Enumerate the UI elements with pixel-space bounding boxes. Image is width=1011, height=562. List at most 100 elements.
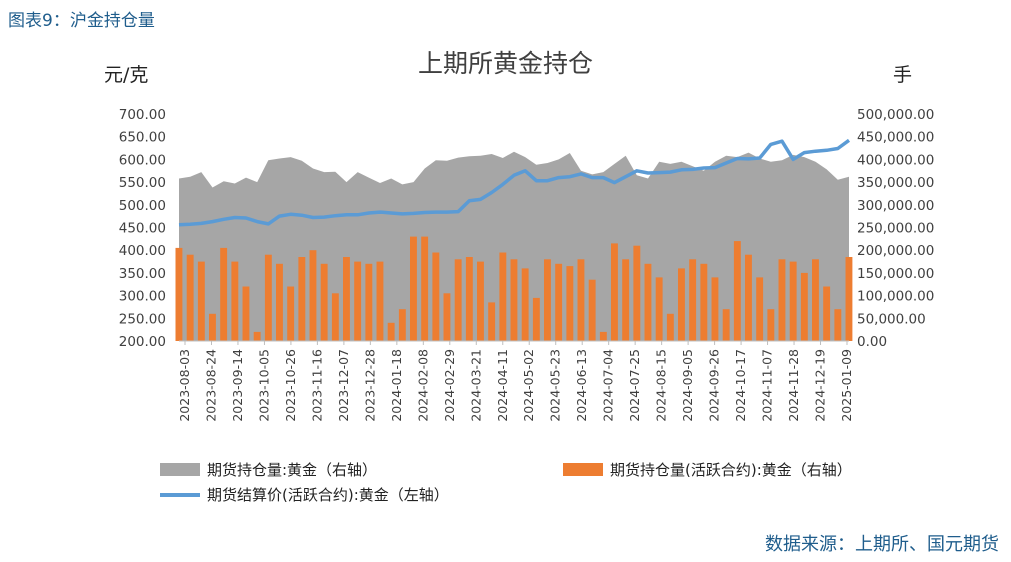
bar-active-contract — [443, 293, 451, 341]
bar-active-contract — [767, 309, 775, 341]
x-tick-label: 2023-09-14 — [230, 349, 245, 422]
bar-active-contract — [700, 263, 708, 341]
x-tick-label: 2023-12-28 — [362, 349, 377, 422]
x-tick-label: 2024-06-13 — [574, 349, 589, 422]
x-tick-label: 2024-11-07 — [760, 349, 775, 422]
left-tick-label: 650.00 — [119, 130, 166, 146]
left-tick-label: 350.00 — [119, 266, 166, 282]
bar-active-contract — [756, 277, 764, 341]
right-tick-label: 50,000.00 — [857, 311, 926, 327]
bar-active-contract — [343, 257, 350, 341]
x-tick-label: 2025-01-09 — [839, 349, 854, 422]
bar-active-contract — [421, 236, 429, 341]
bar-active-contract — [276, 263, 283, 341]
x-tick-label: 2024-02-29 — [442, 349, 457, 422]
bar-active-contract — [410, 236, 417, 341]
bar-active-contract — [398, 309, 406, 341]
bar-active-contract — [331, 293, 339, 341]
left-axis-unit: 元/克 — [104, 64, 149, 86]
bar-active-contract — [577, 259, 585, 341]
bar-active-contract — [264, 254, 272, 341]
bar-active-contract — [678, 268, 685, 341]
x-tick-label: 2023-11-16 — [309, 349, 324, 422]
bar-active-contract — [477, 261, 484, 341]
right-axis-unit: 手 — [893, 64, 913, 86]
left-tick-label: 600.00 — [119, 152, 166, 168]
bar-active-contract — [209, 313, 216, 341]
right-tick-label: 500,000.00 — [857, 107, 934, 123]
bar-active-contract — [488, 302, 496, 341]
bar-active-contract — [789, 261, 797, 341]
bar-active-contract — [745, 254, 752, 341]
right-tick-label: 250,000.00 — [857, 221, 934, 237]
bar-active-contract — [599, 331, 607, 341]
right-tick-label: 150,000.00 — [857, 266, 934, 282]
bar-active-contract — [655, 277, 663, 341]
x-tick-label: 2024-10-17 — [733, 349, 748, 422]
plot-area — [175, 138, 853, 342]
x-tick-label: 2024-01-18 — [389, 349, 404, 422]
right-tick-label: 400,000.00 — [857, 152, 934, 168]
x-axis: 2023-08-03 2023-08-24 2023-09-14 2023-10-05… — [177, 341, 854, 422]
x-tick-label: 2024-08-15 — [654, 349, 669, 422]
bar-active-contract — [722, 309, 730, 341]
bar-active-contract — [454, 259, 462, 341]
left-tick-label: 250.00 — [119, 311, 166, 327]
bar-active-contract — [711, 277, 719, 341]
bar-active-contract — [778, 259, 786, 341]
x-tick-label: 2024-09-05 — [680, 349, 695, 422]
left-axis: 700.00 650.00 600.00 550.00 500.00 450.00 400.… — [119, 107, 166, 350]
bar-active-contract — [432, 252, 440, 341]
bar-active-contract — [253, 331, 261, 341]
bar-active-contract — [510, 259, 518, 341]
right-axis: 500,000.00 450,000.00 400,000.00 350,000.00… — [857, 107, 934, 350]
bar-active-contract — [231, 261, 239, 341]
left-tick-label: 700.00 — [119, 107, 166, 123]
bar-active-contract — [644, 263, 652, 341]
right-tick-label: 350,000.00 — [857, 175, 934, 191]
legend-label: 期货结算价(活跃合约):黄金（左轴） — [207, 486, 449, 504]
x-tick-label: 2024-05-23 — [548, 349, 563, 422]
x-tick-label: 2023-12-07 — [336, 349, 351, 422]
bar-active-contract — [197, 261, 205, 341]
bar-active-contract — [555, 263, 563, 341]
legend-swatch-area — [160, 463, 200, 476]
x-tick-label: 2023-10-26 — [283, 349, 298, 422]
bar-active-contract — [666, 313, 674, 341]
bar-active-contract — [376, 261, 384, 341]
bar-active-contract — [309, 250, 317, 341]
x-tick-label: 2024-02-08 — [415, 349, 430, 422]
left-tick-label: 300.00 — [119, 289, 166, 305]
bar-active-contract — [365, 263, 373, 341]
legend-label: 期货持仓量(活跃合约):黄金（右轴） — [610, 461, 852, 479]
left-tick-label: 450.00 — [119, 221, 166, 237]
right-tick-label: 300,000.00 — [857, 198, 934, 214]
bar-active-contract — [845, 257, 853, 341]
x-tick-label: 2024-04-11 — [495, 349, 510, 422]
x-tick-label: 2024-09-26 — [707, 349, 722, 422]
right-tick-label: 450,000.00 — [857, 130, 934, 146]
bar-active-contract — [521, 268, 529, 341]
bar-active-contract — [465, 257, 473, 341]
bar-active-contract — [633, 245, 641, 341]
bar-active-contract — [689, 259, 697, 341]
right-tick-label: 100,000.00 — [857, 289, 934, 305]
bar-active-contract — [532, 297, 540, 341]
bar-active-contract — [320, 263, 328, 341]
bar-active-contract — [354, 261, 362, 341]
left-tick-label: 200.00 — [119, 334, 166, 350]
right-tick-label: 200,000.00 — [857, 243, 934, 259]
line-settlement-price — [178, 138, 851, 227]
legend-swatch-bar — [563, 463, 603, 476]
left-tick-label: 500.00 — [119, 198, 166, 214]
x-tick-label: 2023-08-24 — [203, 349, 218, 422]
x-tick-label: 2023-08-03 — [177, 349, 192, 422]
bar-active-contract — [242, 286, 250, 341]
x-tick-label: 2024-03-21 — [468, 349, 483, 422]
x-tick-label: 2024-07-25 — [627, 349, 642, 422]
bar-active-contract — [834, 309, 842, 341]
bar-active-contract — [800, 272, 808, 341]
bar-active-contract — [499, 252, 507, 341]
left-tick-label: 550.00 — [119, 175, 166, 191]
x-tick-label: 2024-12-19 — [813, 349, 828, 422]
